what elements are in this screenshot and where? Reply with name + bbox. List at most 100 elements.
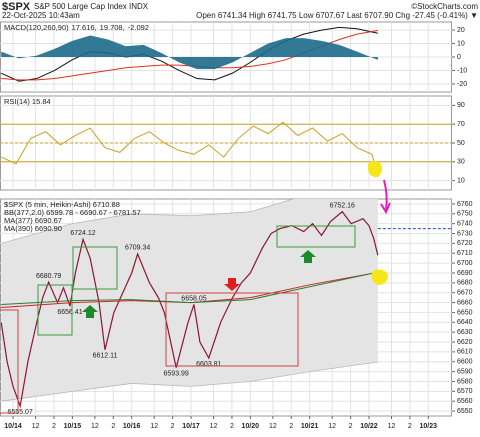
panel-title: $SPX (5 min, Heikin-Ashi) 6710.88 — [4, 200, 120, 209]
panel-title: RSI(14) 15.84 — [4, 97, 51, 106]
legend-entry: MA(377) 6690.67 — [4, 216, 62, 225]
y-tick-label: 30 — [457, 159, 465, 166]
green-box — [276, 225, 356, 248]
y-tick-label: 6710 — [457, 250, 473, 257]
plots: 20 10 0 -10 -20 MACD(120,260,90) 17.616, 19.708… — [0, 21, 473, 430]
y-tick-label: 6630 — [457, 329, 473, 336]
price-label: 6612.11 — [93, 353, 118, 360]
y-tick-label: 6730 — [457, 230, 473, 237]
source: ©StockCharts.com — [411, 2, 478, 11]
y-tick-label: 90 — [457, 102, 465, 109]
y-tick-label: 6670 — [457, 290, 473, 297]
y-tick-label: 20 — [457, 27, 465, 34]
y-tick-label: -20 — [457, 81, 467, 88]
x-tick-label: 12 — [150, 423, 158, 430]
price-label: 6709.34 — [125, 245, 150, 252]
x-tick-label: 12 — [269, 423, 277, 430]
panel-title: MACD(120,260,90) — [4, 23, 69, 32]
price-label: 6680.79 — [36, 273, 61, 280]
price-label: 6603.81 — [196, 361, 221, 368]
y-tick-label: 6660 — [457, 299, 473, 306]
x-tick-label: 10/21 — [301, 423, 319, 430]
y-tick-label: 6750 — [457, 211, 473, 218]
x-tick-label: 12 — [388, 423, 396, 430]
y-tick-label: 6580 — [457, 378, 473, 385]
up-arrow — [300, 250, 316, 263]
band-line — [1, 361, 378, 402]
y-tick-label: 6690 — [457, 270, 473, 277]
y-tick-label: -10 — [457, 67, 467, 74]
x-tick-label: 2 — [171, 423, 175, 430]
legend-entry: MA(390) 6690.90 — [4, 224, 62, 233]
y-tick-label: 6550 — [457, 408, 473, 415]
x-tick-label: 12 — [210, 423, 218, 430]
y-tick-label: 6680 — [457, 280, 473, 287]
x-tick-label: 10/22 — [360, 423, 378, 430]
x-tick-label: 2 — [111, 423, 115, 430]
series-line — [0, 26, 378, 82]
annotations — [0, 161, 391, 414]
x-tick-label: 12 — [32, 423, 40, 430]
y-tick-label: 70 — [457, 121, 465, 128]
x-tick-label: 2 — [230, 423, 234, 430]
legend-entry: 19.708, — [100, 23, 125, 32]
y-tick-label: 6570 — [457, 388, 473, 395]
up-arrow — [82, 305, 98, 318]
highlight — [371, 269, 388, 285]
symbol: $SPX — [2, 1, 31, 13]
y-tick-label: 6620 — [457, 339, 473, 346]
y-tick-label: 6560 — [457, 398, 473, 405]
price-label: 6658.05 — [181, 295, 206, 302]
index-name: S&P 500 Large Cap Index INDX — [34, 2, 149, 11]
y-tick-label: 6600 — [457, 359, 473, 366]
x-tick-label: 10/15 — [64, 423, 82, 430]
y-tick-label: 6700 — [457, 260, 473, 267]
x-tick-label: 12 — [328, 423, 336, 430]
x-tick-label: 12 — [91, 423, 99, 430]
y-tick-label: 6610 — [457, 349, 473, 356]
red-box — [0, 309, 19, 414]
price-label: 6752.16 — [330, 203, 355, 210]
datetime: 22-Oct-2025 10:43am — [2, 11, 80, 20]
y-tick-label: 6740 — [457, 221, 473, 228]
price-label: 6656.41 — [57, 309, 82, 316]
x-tick-label: 10/20 — [242, 423, 260, 430]
red-box — [165, 292, 299, 367]
green-box — [72, 246, 118, 290]
x-tick-label: 2 — [349, 423, 353, 430]
price-label: 6724.12 — [70, 230, 95, 237]
series-line — [0, 210, 379, 409]
plot-area — [0, 22, 452, 92]
legend-entry: BB(377,2.0) 6599.78 - 6690.67 - 6781.57 — [4, 208, 141, 217]
y-tick-label: 6590 — [457, 368, 473, 375]
y-tick-label: 6720 — [457, 240, 473, 247]
y-tick-label: 6760 — [457, 201, 473, 208]
x-tick-label: 10/16 — [123, 423, 141, 430]
x-tick-label: 10/17 — [182, 423, 200, 430]
histogram-area — [1, 35, 378, 70]
x-tick-label: 10/14 — [4, 423, 22, 430]
x-tick-label: 2 — [408, 423, 412, 430]
down-arrow — [224, 278, 240, 291]
x-tick-label: 2 — [52, 423, 56, 430]
band-line — [1, 199, 295, 244]
quote: Open 6741.34 High 6741.75 Low 6707.67 La… — [196, 11, 478, 20]
y-tick-label: 6640 — [457, 319, 473, 326]
pink-arrow — [383, 179, 388, 211]
series-line — [0, 121, 379, 176]
y-tick-label: 0 — [457, 54, 461, 61]
x-tick-label: 2 — [289, 423, 293, 430]
highlight — [368, 161, 382, 178]
green-box — [37, 284, 73, 336]
pink-arrow — [380, 202, 391, 215]
y-tick-label: 50 — [457, 140, 465, 147]
price-label: 6555.07 — [8, 409, 33, 416]
band-fill — [1, 199, 378, 402]
legend-entry: 17.616, — [72, 23, 97, 32]
y-tick-label: 10 — [457, 177, 465, 184]
y-tick-label: 10 — [457, 40, 465, 47]
y-tick-label: 6650 — [457, 309, 473, 316]
x-tick-label: 10/23 — [420, 423, 438, 430]
